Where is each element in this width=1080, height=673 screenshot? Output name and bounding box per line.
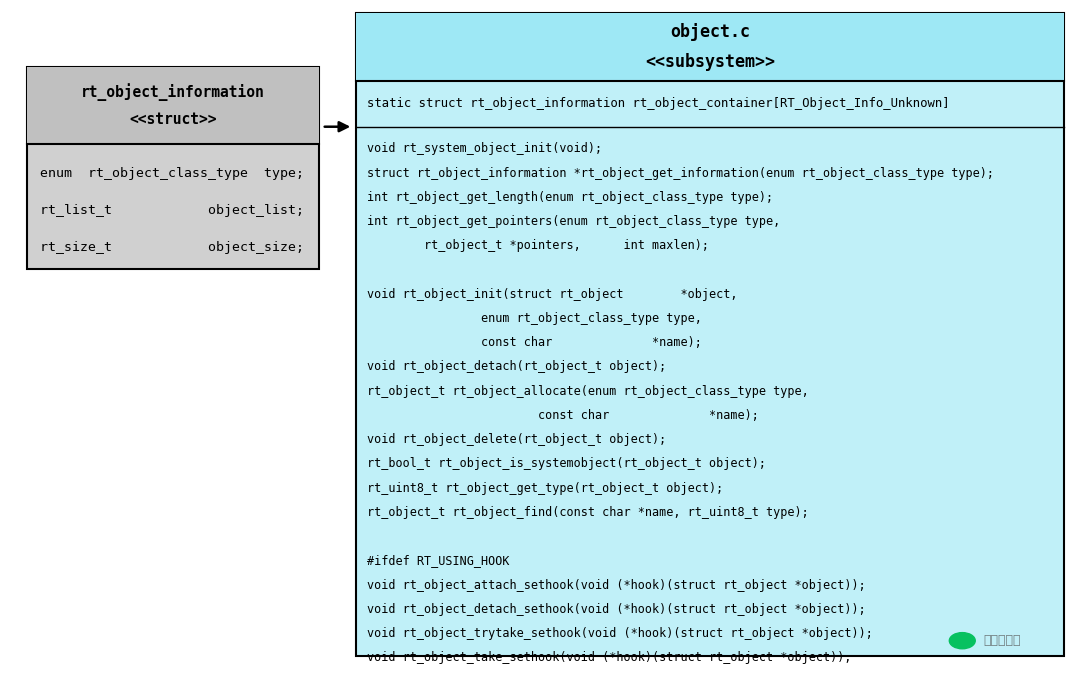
Text: struct rt_object_information *rt_object_get_information(enum rt_object_class_typ: struct rt_object_information *rt_object_… <box>367 167 995 180</box>
Text: 嵌入式客栖: 嵌入式客栖 <box>983 634 1021 647</box>
Text: enum rt_object_class_type type,: enum rt_object_class_type type, <box>367 312 702 325</box>
Text: rt_object_t rt_object_allocate(enum rt_object_class_type type,: rt_object_t rt_object_allocate(enum rt_o… <box>367 385 809 398</box>
Text: rt_object_t rt_object_find(const char *name, rt_uint8_t type);: rt_object_t rt_object_find(const char *n… <box>367 506 809 519</box>
Bar <box>356 13 1064 81</box>
Text: rt_object_t *pointers,      int maxlen);: rt_object_t *pointers, int maxlen); <box>367 240 710 252</box>
Text: <<struct>>: <<struct>> <box>129 112 217 127</box>
Bar <box>356 13 1064 656</box>
Text: enum  rt_object_class_type  type;: enum rt_object_class_type type; <box>40 167 303 180</box>
Text: rt_object_information: rt_object_information <box>81 83 265 101</box>
Text: <<subsystem>>: <<subsystem>> <box>645 53 775 71</box>
Text: int rt_object_get_length(enum rt_object_class_type type);: int rt_object_get_length(enum rt_object_… <box>367 191 773 204</box>
Circle shape <box>949 633 975 649</box>
Text: rt_uint8_t rt_object_get_type(rt_object_t object);: rt_uint8_t rt_object_get_type(rt_object_… <box>367 482 724 495</box>
Text: const char              *name);: const char *name); <box>367 409 759 422</box>
Text: object.c: object.c <box>670 24 751 42</box>
Text: rt_list_t            object_list;: rt_list_t object_list; <box>40 204 303 217</box>
Text: void rt_object_take_sethook(void (*hook)(struct rt_object *object));: void rt_object_take_sethook(void (*hook)… <box>367 651 852 664</box>
Text: void rt_object_init(struct rt_object        *object,: void rt_object_init(struct rt_object *ob… <box>367 288 738 301</box>
Text: int rt_object_get_pointers(enum rt_object_class_type type,: int rt_object_get_pointers(enum rt_objec… <box>367 215 781 228</box>
Text: void rt_object_trytake_sethook(void (*hook)(struct rt_object *object));: void rt_object_trytake_sethook(void (*ho… <box>367 627 873 640</box>
Text: void rt_object_detach(rt_object_t object);: void rt_object_detach(rt_object_t object… <box>367 361 666 374</box>
Text: #ifdef RT_USING_HOOK: #ifdef RT_USING_HOOK <box>367 555 510 567</box>
Bar <box>27 67 319 144</box>
Text: rt_size_t            object_size;: rt_size_t object_size; <box>40 241 303 254</box>
Text: rt_bool_t rt_object_is_systemobject(rt_object_t object);: rt_bool_t rt_object_is_systemobject(rt_o… <box>367 458 766 470</box>
Text: void rt_object_attach_sethook(void (*hook)(struct rt_object *object));: void rt_object_attach_sethook(void (*hoo… <box>367 579 866 592</box>
Bar <box>27 67 319 269</box>
Text: void rt_object_delete(rt_object_t object);: void rt_object_delete(rt_object_t object… <box>367 433 666 446</box>
Text: void rt_object_detach_sethook(void (*hook)(struct rt_object *object));: void rt_object_detach_sethook(void (*hoo… <box>367 603 866 616</box>
Text: void rt_system_object_init(void);: void rt_system_object_init(void); <box>367 143 603 155</box>
Text: static struct rt_object_information rt_object_container[RT_Object_Info_Unknown]: static struct rt_object_information rt_o… <box>367 98 949 110</box>
Text: const char              *name);: const char *name); <box>367 336 702 349</box>
